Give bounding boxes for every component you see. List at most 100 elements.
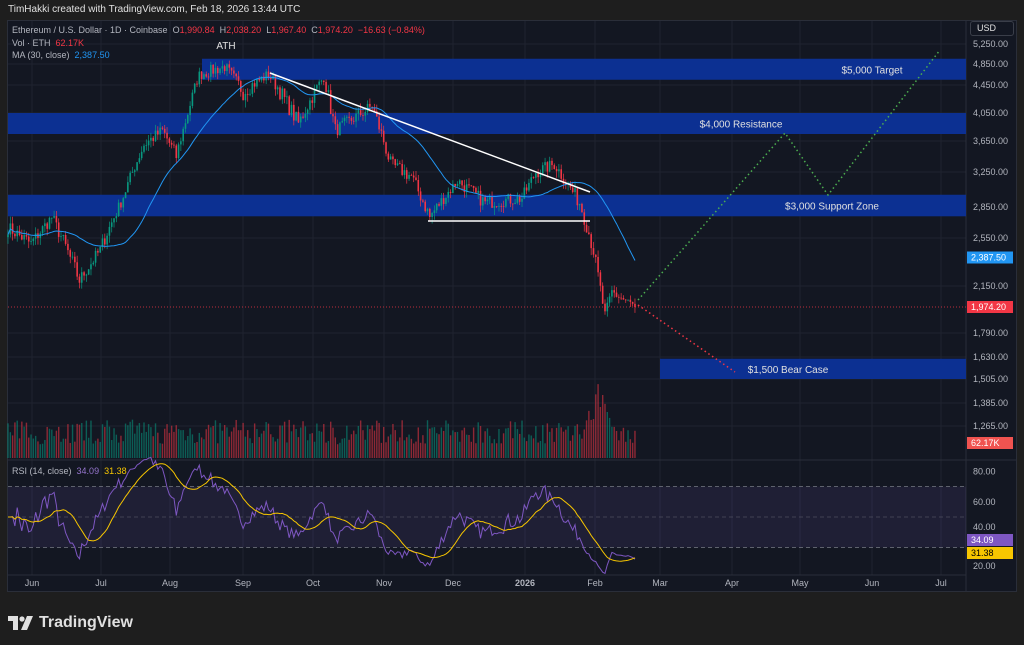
candle-body (186, 115, 189, 124)
volume-bar (394, 430, 396, 458)
candle-body (64, 235, 67, 244)
volume-bar (581, 438, 583, 458)
candle-body (251, 83, 254, 94)
candle-body (477, 190, 480, 193)
candle-body (578, 203, 581, 206)
candle-body (525, 187, 528, 191)
candle-body (629, 299, 632, 302)
volume-bar (134, 433, 136, 458)
candle-body (177, 144, 180, 159)
volume-bar (599, 406, 602, 458)
candle-body (7, 234, 9, 238)
volume-bar (507, 427, 509, 458)
volume-bar (286, 442, 288, 458)
candle-body (16, 230, 19, 237)
zone-label-resistance: $4,000 Resistance (700, 120, 783, 131)
volume-bar (546, 423, 549, 458)
volume-bar (196, 441, 198, 458)
volume-bar (256, 429, 258, 458)
candle-body (415, 177, 417, 180)
candle-body (11, 223, 14, 234)
time-tick-label: Oct (306, 578, 321, 588)
candle-body (555, 169, 558, 172)
volume-bar (456, 431, 459, 458)
symbol-legend: Ethereum / U.S. Dollar · 1D · Coinbase O… (12, 25, 425, 35)
volume-bar (251, 443, 254, 458)
volume-bar (532, 438, 535, 458)
candle-body (484, 197, 486, 202)
candle-body (309, 100, 311, 110)
candle-body (486, 199, 489, 202)
candle-body (553, 165, 556, 170)
currency-button[interactable]: USD (970, 21, 1014, 36)
high-value: 2,038.20 (226, 25, 262, 35)
volume-bar (350, 434, 353, 458)
volume-bar (576, 424, 579, 458)
candle-body (449, 191, 452, 194)
volume-bar (620, 431, 622, 458)
volume-bar (18, 438, 21, 458)
volume-bar (376, 420, 378, 458)
candle-body (94, 250, 97, 263)
volume-bar (214, 420, 217, 458)
volume-bar (136, 425, 138, 458)
candle-body (382, 130, 385, 143)
ma-legend: MA (30, close) 2,387.50 (12, 50, 110, 60)
candle-body (350, 117, 353, 121)
candle-body (76, 262, 78, 277)
candle-body (429, 208, 431, 217)
volume-bar (578, 434, 581, 458)
candle-body (110, 222, 113, 227)
volume-bar (396, 441, 399, 458)
price-badge-last-text: 1,974.20 (971, 302, 1006, 312)
rsi-tick-label: 40.00 (973, 522, 996, 532)
time-tick-label: Jul (95, 578, 107, 588)
volume-bar (83, 440, 85, 458)
low-label: L (266, 25, 272, 35)
volume-bar (200, 437, 203, 458)
candle-body (122, 198, 125, 208)
volume-bar (417, 427, 419, 458)
low-value: 1,967.40 (271, 25, 307, 35)
candle-body (131, 171, 134, 173)
candle-body (410, 174, 413, 176)
volume-bar (300, 427, 302, 458)
volume-bar (323, 423, 325, 458)
candle-body (500, 205, 503, 207)
volume-bar (207, 424, 210, 458)
candle-body (127, 182, 129, 193)
volume-bar (341, 438, 343, 458)
volume-bar (32, 438, 35, 458)
volume-bar (438, 434, 440, 458)
candle-body (27, 236, 30, 242)
candle-body (624, 299, 627, 301)
candle-body (539, 173, 542, 178)
volume-bar (346, 425, 348, 458)
candle-body (426, 208, 429, 212)
candle-body (445, 197, 447, 204)
price-tick-label: 1,790.00 (973, 328, 1008, 338)
candle-body (219, 68, 221, 74)
volume-bar (512, 438, 514, 458)
candle-body (152, 137, 155, 141)
candle-body (138, 158, 141, 163)
volume-bar (212, 426, 214, 458)
volume-bar (479, 426, 482, 458)
price-badge-last (967, 301, 1013, 313)
volume-bar (230, 431, 233, 458)
volume-bar (311, 433, 313, 458)
candle-body (299, 116, 302, 123)
candle-body (316, 85, 318, 89)
volume-bar (247, 430, 249, 458)
candle-body (115, 216, 118, 219)
candle-body (90, 264, 92, 270)
candle-body (168, 138, 171, 143)
volume-bar (71, 424, 74, 458)
volume-bar (459, 441, 461, 458)
volume-bar (53, 436, 55, 458)
candle-body (117, 202, 120, 217)
candle-body (279, 87, 281, 100)
candle-body (120, 202, 122, 208)
candle-body (101, 238, 104, 247)
